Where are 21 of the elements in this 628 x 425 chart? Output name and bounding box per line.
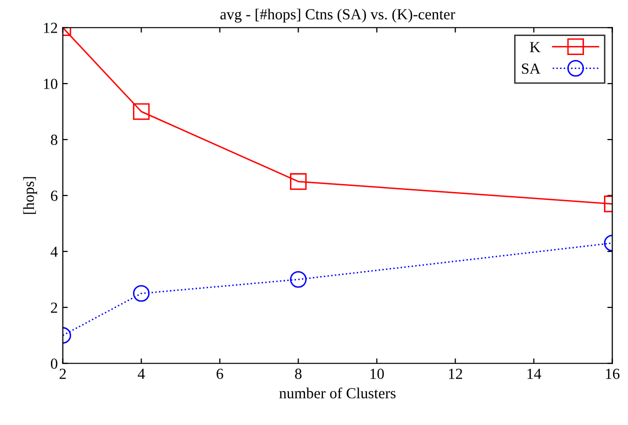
y-tick-label: 12: [44, 22, 58, 33]
x-tick-label: 2: [60, 368, 66, 379]
legend-label: SA: [522, 64, 540, 74]
chart-title: avg - [#hops] Ctns (SA) vs. (K)-center: [220, 8, 456, 23]
y-axis-title: [hops]: [23, 177, 38, 214]
y-tick-label: 10: [44, 78, 58, 90]
x-axis-title: number of Clusters: [279, 387, 396, 398]
x-tick-label: 14: [528, 368, 542, 379]
x-tick-label: 4: [138, 368, 145, 379]
point: [290, 173, 307, 190]
y-tick-label: 4: [50, 246, 58, 257]
x-tick-label: 10: [370, 368, 384, 379]
x-tick-label: 6: [216, 368, 224, 379]
y-tick-label: 2: [50, 302, 58, 313]
legend-label: K: [530, 42, 540, 52]
y-tick-label: 0: [50, 358, 58, 369]
x-tick-label: 8: [295, 368, 302, 379]
y-tick-label: 6: [50, 190, 58, 201]
x-tick-label: 12: [449, 368, 462, 379]
y-tick-label: 8: [50, 134, 58, 145]
x-tick-label: 16: [606, 368, 620, 379]
